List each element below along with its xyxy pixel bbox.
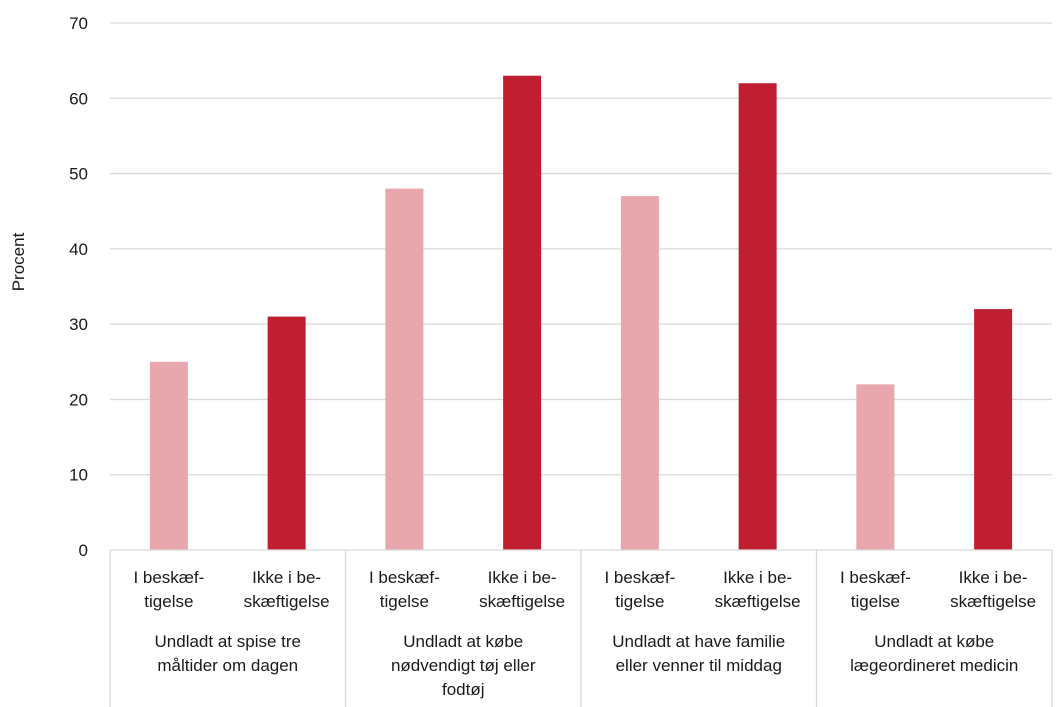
y-tick-label: 30 — [69, 315, 88, 334]
bar — [149, 361, 188, 550]
bar — [385, 188, 424, 550]
group-label: eller venner til middag — [616, 656, 782, 675]
group-label: måltider om dagen — [157, 656, 298, 675]
y-tick-label: 60 — [69, 89, 88, 108]
group-label: Undladt at have familie — [612, 632, 785, 651]
x-axis: I beskæf-tigelse Ikke i be-skæftigelse Und… — [109, 549, 1053, 707]
bar — [738, 83, 777, 550]
group-label: Undladt at købe — [874, 632, 994, 651]
bar-label: skæftigelse — [244, 592, 330, 611]
bar — [620, 196, 659, 550]
bar-label: tigelse — [851, 592, 900, 611]
bar-label: Ikke i be- — [959, 568, 1028, 587]
bars — [149, 75, 1013, 550]
bar-label: Ikke i be- — [252, 568, 321, 587]
bar-label: Ikke i be- — [488, 568, 557, 587]
group-label: fodtøj — [442, 680, 485, 699]
bar-label: I beskæf- — [369, 568, 440, 587]
y-tick-label: 20 — [69, 390, 88, 409]
bar-label: skæftigelse — [950, 592, 1036, 611]
bar-label: I beskæf- — [604, 568, 675, 587]
y-tick-label: 40 — [69, 240, 88, 259]
bar-label: tigelse — [380, 592, 429, 611]
y-axis-ticks: 0 10 20 30 40 50 60 70 — [69, 14, 88, 560]
bar-label: skæftigelse — [479, 592, 565, 611]
y-tick-label: 0 — [79, 541, 88, 560]
bar — [856, 384, 895, 550]
y-tick-label: 70 — [69, 14, 88, 33]
bar — [267, 316, 306, 550]
bar-label: skæftigelse — [715, 592, 801, 611]
bar-label: I beskæf- — [840, 568, 911, 587]
bar — [503, 75, 542, 550]
y-axis-label: Procent — [9, 232, 28, 291]
group-label: lægeordineret medicin — [850, 656, 1018, 675]
bar-label: tigelse — [615, 592, 664, 611]
group-label: Undladt at spise tre — [155, 632, 301, 651]
group-label: nødvendigt tøj eller — [391, 656, 536, 675]
bar-label: I beskæf- — [133, 568, 204, 587]
bar — [974, 309, 1013, 550]
y-tick-label: 10 — [69, 466, 88, 485]
gridlines — [110, 22, 1052, 476]
group-label: Undladt at købe — [403, 632, 523, 651]
bar-label: Ikke i be- — [723, 568, 792, 587]
bar-label: tigelse — [144, 592, 193, 611]
y-tick-label: 50 — [69, 165, 88, 184]
